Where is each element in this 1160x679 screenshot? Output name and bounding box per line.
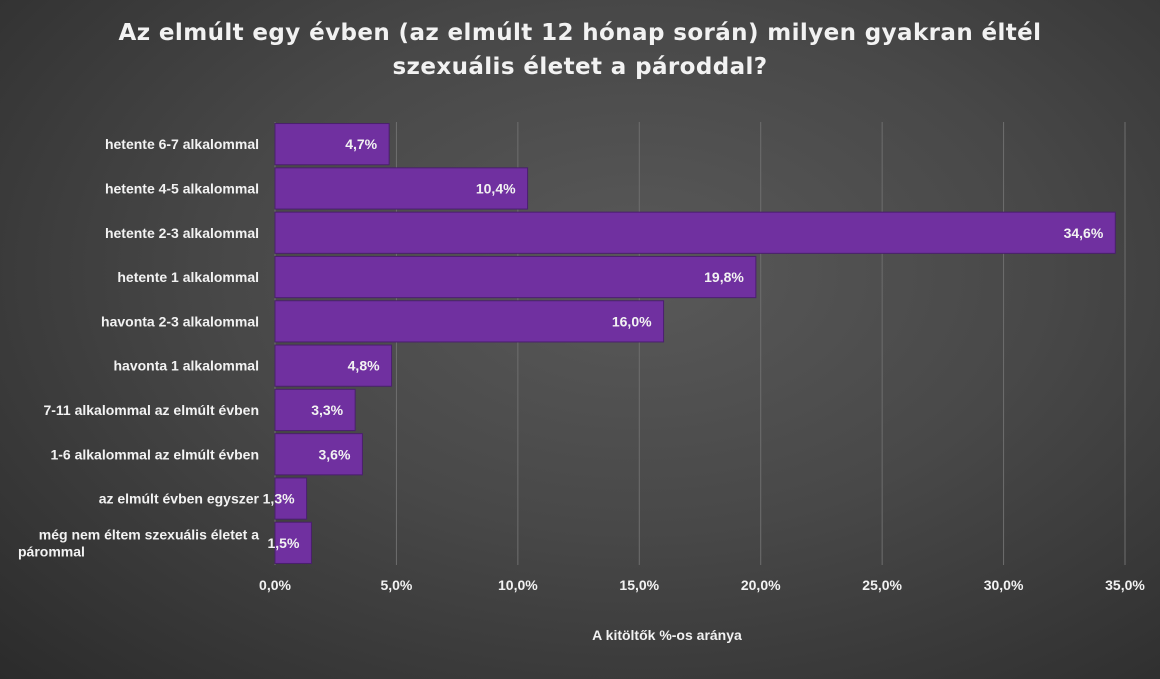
bar [274,477,308,520]
category-label-line: párommal [18,543,85,559]
data-label: 4,7% [345,136,377,152]
category-label: hetente 4-5 alkalommal [105,180,259,196]
x-tick-label: 20,0% [741,577,781,593]
bars [274,123,1116,564]
bar [274,300,665,343]
data-label: 34,6% [1064,225,1104,241]
category-labels: hetente 6-7 alkalommal hetente 4-5 alkalo… [18,136,260,559]
bar [274,521,312,564]
category-label: havonta 2-3 alkalommal [101,313,259,329]
data-label: 10,4% [476,180,516,196]
data-label: 3,6% [319,446,351,462]
x-tick-label: 35,0% [1105,577,1145,593]
bar [274,211,1116,254]
data-label: 16,0% [612,313,652,329]
category-label: 7-11 alkalommal az elmúlt évben [43,402,259,418]
category-label: hetente 1 alkalommal [117,269,259,285]
category-label: 1-6 alkalommal az elmúlt évben [50,446,259,462]
x-axis-title: A kitöltők %-os aránya [592,627,742,643]
bar [274,388,356,432]
x-tick-label: 25,0% [862,577,902,593]
data-label: 4,8% [348,358,380,374]
data-label: 1,3% [263,491,295,507]
category-label: hetente 6-7 alkalommal [105,136,259,152]
data-labels: 4,7% 10,4% 34,6% 19,8% 16,0% 4,8% 3,3% 3,6% 1,3%… [263,136,1104,551]
chart-title-line-2: szexuális életet a pároddal? [392,54,768,80]
category-label: hetente 2-3 alkalommal [105,225,259,241]
data-label: 1,5% [268,535,300,551]
chart-title-line-1: Az elmúlt egy évben (az elmúlt 12 hónap … [118,20,1042,46]
x-tick-label: 5,0% [380,577,412,593]
x-tick-label: 0,0% [259,577,291,593]
bar [274,255,757,299]
bar [274,167,529,210]
category-label-line: még nem éltem szexuális életet a [39,526,259,542]
bar [274,433,363,476]
x-tick-label: 10,0% [498,577,538,593]
chart-title: Az elmúlt egy évben (az elmúlt 12 hónap … [0,16,1160,84]
category-label: havonta 1 alkalommal [113,358,259,374]
x-tick-label: 15,0% [619,577,659,593]
category-label: az elmúlt évben egyszer [99,491,260,507]
bar [274,344,393,387]
bar [274,123,390,166]
category-label: még nem éltem szexuális életet a párommal [18,526,259,559]
data-label: 19,8% [704,269,744,285]
x-tick-labels: 0,0% 5,0% 10,0% 15,0% 20,0% 25,0% 30,0% 35,0% [259,577,1145,593]
gridlines [274,122,1126,565]
data-label: 3,3% [311,402,343,418]
x-tick-label: 30,0% [984,577,1024,593]
